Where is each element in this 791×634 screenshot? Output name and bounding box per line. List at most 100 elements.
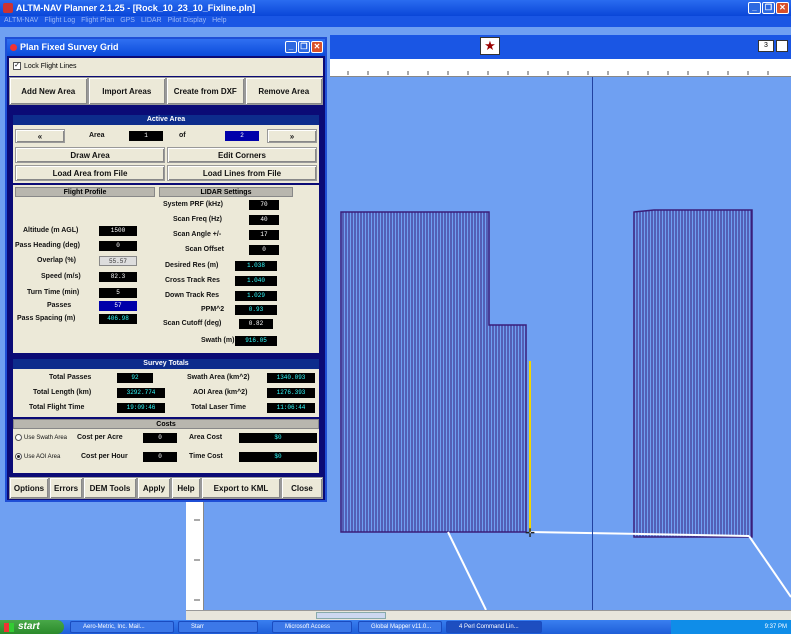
use-swath-area-radio[interactable] bbox=[15, 434, 22, 441]
task-starr[interactable]: Starr bbox=[178, 621, 258, 633]
start-button[interactable]: start bbox=[0, 620, 64, 634]
use-aoi-area-radio[interactable] bbox=[15, 453, 22, 460]
area-cost-value: $0 bbox=[239, 433, 317, 443]
map-pan-button[interactable] bbox=[776, 40, 788, 52]
menu-flight-plan[interactable]: Flight Plan bbox=[81, 17, 115, 24]
dialog-title: Plan Fixed Survey Grid bbox=[20, 42, 119, 52]
cost-per-acre-value[interactable]: 0 bbox=[143, 433, 177, 443]
aoi-area-value: 1276.393 bbox=[267, 388, 315, 398]
menu-flight-log[interactable]: Flight Log bbox=[44, 17, 76, 24]
export-to-kml-button[interactable]: Export to KML bbox=[201, 477, 281, 499]
swath-label: Swath (m) bbox=[201, 337, 235, 344]
crosshair-cursor-icon: ✛ bbox=[525, 526, 535, 540]
app-title: ALTM-NAV Planner 2.1.25 - [Rock_10_23_10… bbox=[16, 3, 256, 13]
survey-totals-panel: Total Passes 92 Swath Area (km^2) 1340.0… bbox=[13, 369, 319, 417]
task-perl-command-line[interactable]: 4 Perl Command Lin... bbox=[446, 621, 542, 633]
speed-label: Speed (m/s) bbox=[41, 273, 81, 280]
ppm-label: PPM^2 bbox=[201, 306, 225, 313]
total-passes-label: Total Passes bbox=[49, 374, 92, 381]
minimize-button[interactable]: _ bbox=[748, 2, 761, 14]
close-dialog-button[interactable]: Close bbox=[281, 477, 323, 499]
zoom-box[interactable]: 3 bbox=[758, 40, 774, 52]
close-button[interactable]: ✕ bbox=[776, 2, 789, 14]
area-value: 1 bbox=[129, 131, 163, 141]
prev-area-button[interactable]: « bbox=[15, 129, 65, 143]
active-area-header: Active Area bbox=[13, 115, 319, 125]
map-canvas[interactable]: ✛ bbox=[204, 77, 791, 610]
use-swath-area-label: Use Swath Area bbox=[24, 435, 68, 442]
cost-per-hour-value[interactable]: 0 bbox=[143, 452, 177, 462]
map-center-line bbox=[592, 77, 593, 610]
prf-label: System PRF (kHz) bbox=[163, 201, 223, 208]
survey-area-1 bbox=[340, 211, 527, 533]
total-length-label: Total Length (km) bbox=[33, 389, 92, 396]
scan-angle-label: Scan Angle +/- bbox=[173, 231, 222, 238]
total-laser-time-label: Total Laser Time bbox=[191, 404, 246, 411]
options-button[interactable]: Options bbox=[9, 477, 49, 499]
task-global-mapper[interactable]: Global Mapper v11.0... bbox=[358, 621, 442, 633]
system-tray: 9:37 PM bbox=[671, 620, 791, 634]
menu-gps[interactable]: GPS bbox=[120, 17, 135, 24]
pass-spacing-label: Pass Spacing (m) bbox=[17, 315, 76, 322]
desired-res-label: Desired Res (m) bbox=[165, 262, 219, 269]
use-swath-area-option[interactable]: Use Swath Area bbox=[15, 434, 67, 441]
lock-flight-lines-checkbox[interactable]: ✓ bbox=[13, 62, 21, 70]
scan-cutoff-value[interactable]: 0.82 bbox=[239, 319, 273, 329]
area-label: Area bbox=[89, 132, 105, 139]
scan-offset-value[interactable]: 0 bbox=[249, 245, 279, 255]
task-aero-metric-mail[interactable]: Aero-Metric, Inc. Mail... bbox=[70, 621, 174, 633]
menu-pilot-display[interactable]: Pilot Display bbox=[167, 17, 207, 24]
use-aoi-area-option[interactable]: Use AOI Area bbox=[15, 453, 60, 460]
scan-freq-value[interactable]: 40 bbox=[249, 215, 279, 225]
apply-button[interactable]: Apply bbox=[137, 477, 171, 499]
draw-area-button[interactable]: Draw Area bbox=[15, 147, 165, 163]
next-area-button[interactable]: » bbox=[267, 129, 317, 143]
down-track-res-value: 1.029 bbox=[235, 291, 277, 301]
add-new-area-button[interactable]: Add New Area bbox=[9, 77, 88, 105]
dialog-restore-button[interactable]: ❐ bbox=[298, 41, 310, 53]
errors-button[interactable]: Errors bbox=[49, 477, 83, 499]
help-button[interactable]: Help bbox=[171, 477, 201, 499]
speed-value[interactable]: 82.3 bbox=[99, 272, 137, 282]
menu-help[interactable]: Help bbox=[212, 17, 227, 24]
flight-lines-svg: ✛ bbox=[340, 209, 791, 610]
dialog-minimize-button[interactable]: _ bbox=[285, 41, 297, 53]
edit-corners-button[interactable]: Edit Corners bbox=[167, 147, 317, 163]
ruler-top bbox=[330, 59, 791, 77]
turn-time-value[interactable]: 5 bbox=[99, 288, 137, 298]
altitude-value[interactable]: 1500 bbox=[99, 226, 137, 236]
dialog-icon bbox=[10, 44, 17, 51]
passes-label: Passes bbox=[47, 302, 72, 309]
lidar-settings-header: LIDAR Settings bbox=[159, 187, 293, 197]
plan-fixed-survey-grid-dialog: Plan Fixed Survey Grid _ ❐ ✕ ✓ Lock Fligh… bbox=[5, 37, 327, 502]
overlap-label: Overlap (%) bbox=[37, 257, 76, 264]
load-lines-from-file-button[interactable]: Load Lines from File bbox=[167, 165, 317, 181]
total-length-value: 3292.774 bbox=[117, 388, 165, 398]
horizontal-scrollbar[interactable] bbox=[186, 610, 791, 620]
desired-res-value[interactable]: 1.038 bbox=[235, 261, 277, 271]
windows-flag-icon bbox=[4, 623, 14, 632]
menu-lidar[interactable]: LIDAR bbox=[140, 17, 162, 24]
import-areas-button[interactable]: Import Areas bbox=[87, 77, 166, 105]
dem-tools-button[interactable]: DEM Tools bbox=[83, 477, 137, 499]
restore-button[interactable]: ❐ bbox=[762, 2, 775, 14]
app-logo-icon bbox=[3, 3, 13, 13]
prf-value[interactable]: 70 bbox=[249, 200, 279, 210]
swath-area-value: 1340.093 bbox=[267, 373, 315, 383]
turn-time-label: Turn Time (min) bbox=[27, 289, 80, 296]
scan-offset-label: Scan Offset bbox=[185, 246, 224, 253]
create-from-dxf-button[interactable]: Create from DXF bbox=[166, 77, 245, 105]
scrollbar-thumb[interactable] bbox=[316, 612, 386, 619]
cost-per-acre-label: Cost per Acre bbox=[77, 434, 123, 441]
survey-totals-header: Survey Totals bbox=[13, 359, 319, 369]
remove-area-button[interactable]: Remove Area bbox=[244, 77, 323, 105]
pass-heading-value[interactable]: 0 bbox=[99, 241, 137, 251]
app-menubar: ALTM-NAV Flight Log Flight Plan GPS LIDA… bbox=[0, 16, 791, 27]
scan-angle-value[interactable]: 17 bbox=[249, 230, 279, 240]
task-microsoft-access[interactable]: Microsoft Access bbox=[272, 621, 352, 633]
star-logo-icon: ★ bbox=[480, 37, 500, 55]
menu-altm-nav[interactable]: ALTM-NAV bbox=[4, 17, 39, 24]
load-area-from-file-button[interactable]: Load Area from File bbox=[15, 165, 165, 181]
dialog-close-button[interactable]: ✕ bbox=[311, 41, 323, 53]
flight-profile-header: Flight Profile bbox=[15, 187, 155, 197]
